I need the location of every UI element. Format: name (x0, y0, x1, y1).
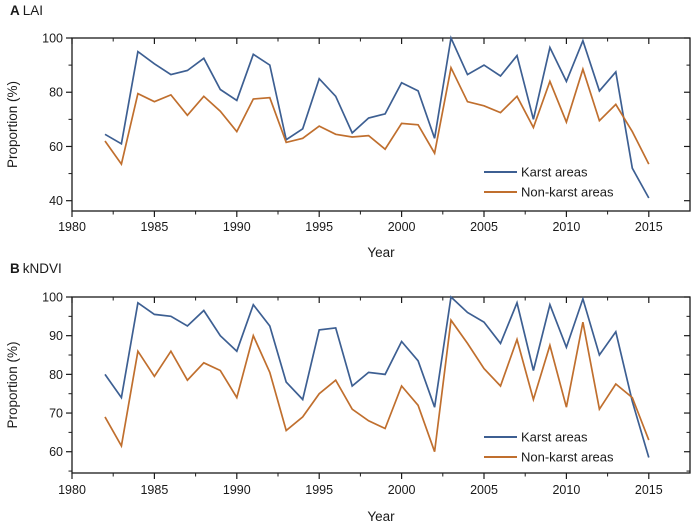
panel-b-legend-label-non-karst-areas: Non-karst areas (521, 450, 614, 465)
panel-a-frame (71, 37, 691, 212)
panel-a-x-tick-label: 1995 (305, 220, 333, 234)
panel-b-ylabel: Proportion (%) (5, 341, 20, 428)
panel-a-x-tick-label: 2010 (552, 220, 580, 234)
panel-b-x-tick-label: 1980 (58, 483, 86, 497)
panel-b-y-tick-label: 90 (49, 329, 63, 343)
panel-b-y-tick-label: 80 (49, 368, 63, 382)
panel-b-legend-label-karst-areas: Karst areas (521, 430, 588, 445)
panel-a-y-tick-label: 80 (49, 86, 63, 100)
panel-b-x-tick-label: 1990 (223, 483, 251, 497)
panel-a-y-tick-label: 60 (49, 140, 63, 154)
panel-b-x-tick-label: 1995 (305, 483, 333, 497)
panel-b-title: kNDVI (22, 261, 62, 276)
non-karst-areas-line-panel-b (104, 317, 650, 452)
panel-a-x-tick-label: 2005 (470, 220, 498, 234)
panel-a-y-tick-label: 40 (49, 194, 63, 208)
panel-b-label: B (10, 261, 20, 276)
panel-a-y-tick-label: 100 (42, 32, 63, 46)
panel-a-label: A (10, 3, 20, 18)
karst-areas-line-panel-a (104, 35, 650, 199)
panel-a-legend-label-karst-areas: Karst areas (521, 165, 588, 180)
panel-a-x-tick-label: 1990 (223, 220, 251, 234)
panel-b-x-tick-label: 2010 (552, 483, 580, 497)
panel-a-ylabel: Proportion (%) (5, 81, 20, 168)
panel-a-legend-label-non-karst-areas: Non-karst areas (521, 185, 614, 200)
panel-b-x-tick-label: 2015 (635, 483, 663, 497)
panel-b-x-tick-label: 2005 (470, 483, 498, 497)
panel-b-y-tick-label: 60 (49, 445, 63, 459)
panel-b-xlabel: Year (367, 509, 395, 524)
panel-a-title: LAI (22, 3, 44, 18)
panel-b-y-tick-label: 70 (49, 407, 63, 421)
panel-a-x-tick-label: 1980 (58, 220, 86, 234)
panel-b-frame (71, 296, 691, 474)
panel-a-x-tick-label: 2000 (388, 220, 416, 234)
panel-a-xlabel: Year (367, 245, 395, 260)
panel-a-x-tick-label: 2015 (635, 220, 663, 234)
karst-areas-line-panel-b (104, 295, 650, 458)
panel-b-x-tick-label: 1985 (140, 483, 168, 497)
non-karst-areas-line-panel-a (104, 65, 650, 167)
panel-a-x-tick-label: 1985 (140, 220, 168, 234)
panel-b-y-tick-label: 100 (42, 291, 63, 305)
panel-a-header: A LAI (10, 3, 43, 19)
panel-b-x-tick-label: 2000 (388, 483, 416, 497)
